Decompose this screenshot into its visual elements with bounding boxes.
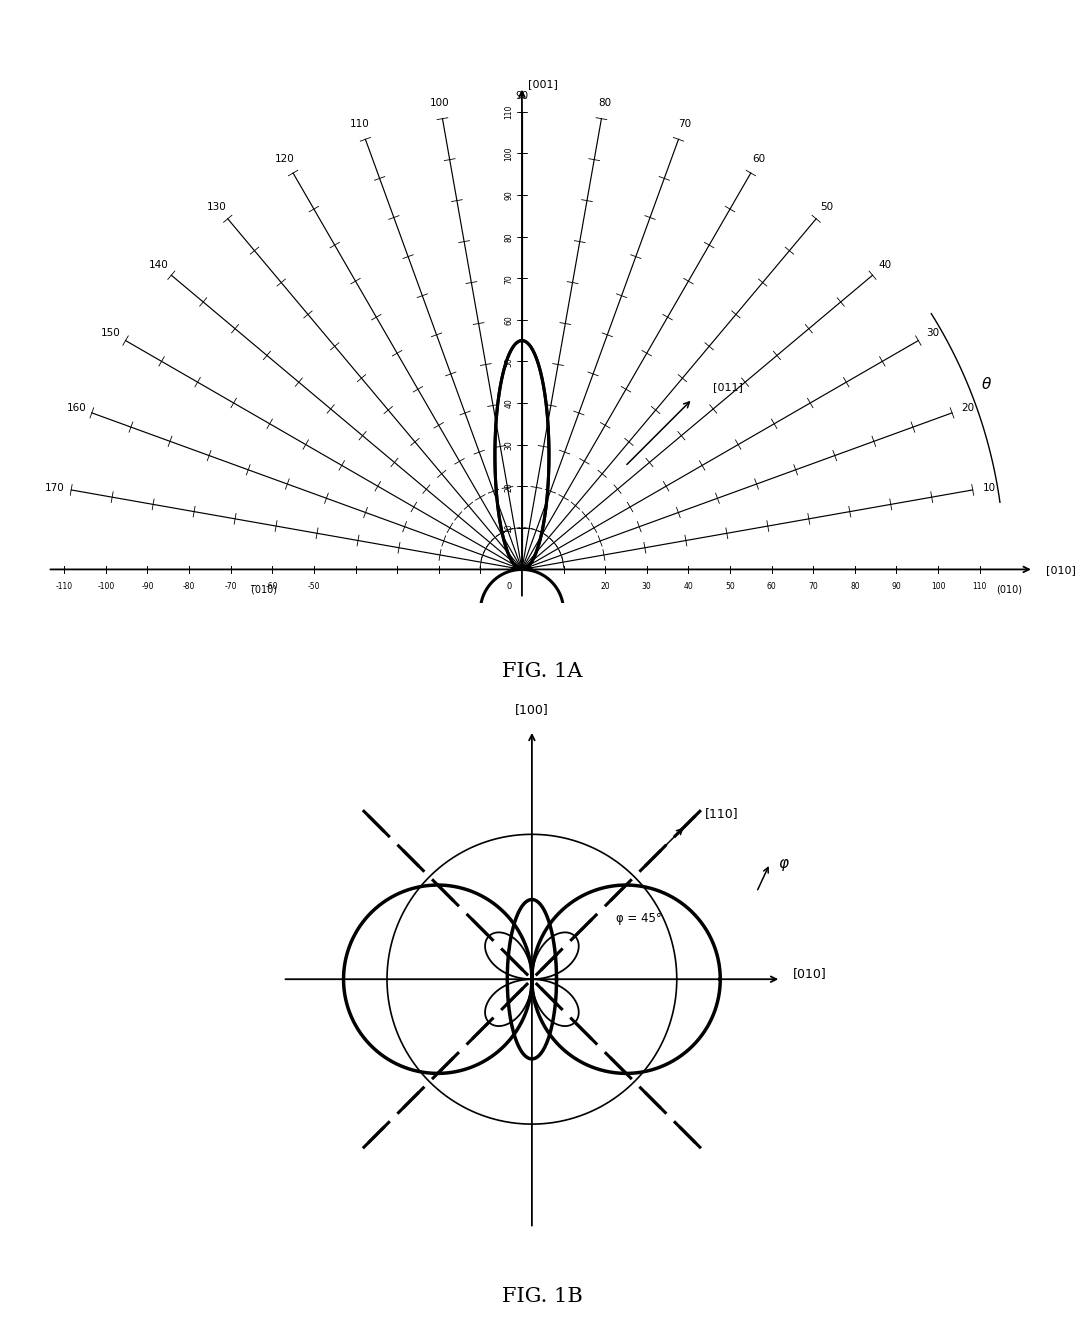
Text: 50: 50 — [505, 357, 513, 366]
Text: 30: 30 — [926, 328, 939, 338]
Text: 100: 100 — [505, 147, 513, 160]
Text: 40: 40 — [505, 398, 513, 408]
Text: (̅010): (̅010) — [251, 584, 277, 594]
Text: 60: 60 — [752, 154, 765, 164]
Text: 80: 80 — [505, 233, 513, 242]
Text: 130: 130 — [207, 202, 227, 211]
Text: [110]: [110] — [705, 808, 739, 820]
Text: 110: 110 — [505, 106, 513, 119]
Text: φ = 45°: φ = 45° — [615, 912, 662, 925]
Text: [001]: [001] — [528, 79, 558, 88]
Text: -100: -100 — [98, 582, 114, 591]
Text: 120: 120 — [275, 154, 294, 164]
Text: 50: 50 — [820, 202, 833, 211]
Text: 20: 20 — [505, 481, 513, 491]
Text: 50: 50 — [725, 582, 735, 591]
Text: 170: 170 — [44, 483, 65, 492]
Text: 30: 30 — [641, 582, 651, 591]
Text: 80: 80 — [598, 98, 611, 108]
Text: 30: 30 — [505, 440, 513, 449]
Text: 80: 80 — [850, 582, 859, 591]
Text: 110: 110 — [349, 119, 369, 130]
Text: (010): (010) — [995, 584, 1021, 594]
Text: [100]: [100] — [514, 703, 549, 715]
Text: 100: 100 — [930, 582, 945, 591]
Text: 70: 70 — [677, 119, 690, 130]
Text: φ: φ — [778, 856, 789, 872]
Text: 110: 110 — [972, 582, 986, 591]
Text: 0: 0 — [506, 582, 511, 591]
Text: 90: 90 — [505, 190, 513, 201]
Text: 20: 20 — [960, 402, 974, 413]
Text: 160: 160 — [66, 402, 86, 413]
Text: 90: 90 — [515, 91, 528, 100]
Text: 40: 40 — [684, 582, 693, 591]
Text: 40: 40 — [879, 259, 892, 270]
Text: 10: 10 — [982, 483, 995, 492]
Text: 140: 140 — [149, 259, 168, 270]
Text: 60: 60 — [766, 582, 776, 591]
Text: 20: 20 — [600, 582, 610, 591]
Text: 100: 100 — [430, 98, 449, 108]
Text: 10: 10 — [505, 523, 513, 533]
Text: [011]: [011] — [713, 381, 743, 392]
Text: -110: -110 — [55, 582, 73, 591]
Text: -60: -60 — [266, 582, 279, 591]
Text: -80: -80 — [182, 582, 195, 591]
Text: 70: 70 — [505, 274, 513, 283]
Text: 70: 70 — [808, 582, 818, 591]
Text: FIG. 1B: FIG. 1B — [502, 1286, 583, 1305]
Text: -70: -70 — [225, 582, 237, 591]
Text: -90: -90 — [141, 582, 154, 591]
Text: [010]: [010] — [1046, 564, 1075, 575]
Text: θ: θ — [982, 377, 991, 392]
Text: 150: 150 — [101, 328, 120, 338]
Text: 60: 60 — [505, 316, 513, 325]
Text: 90: 90 — [891, 582, 901, 591]
Text: FIG. 1A: FIG. 1A — [502, 662, 583, 681]
Text: [010]: [010] — [792, 967, 826, 980]
Text: -50: -50 — [307, 582, 320, 591]
